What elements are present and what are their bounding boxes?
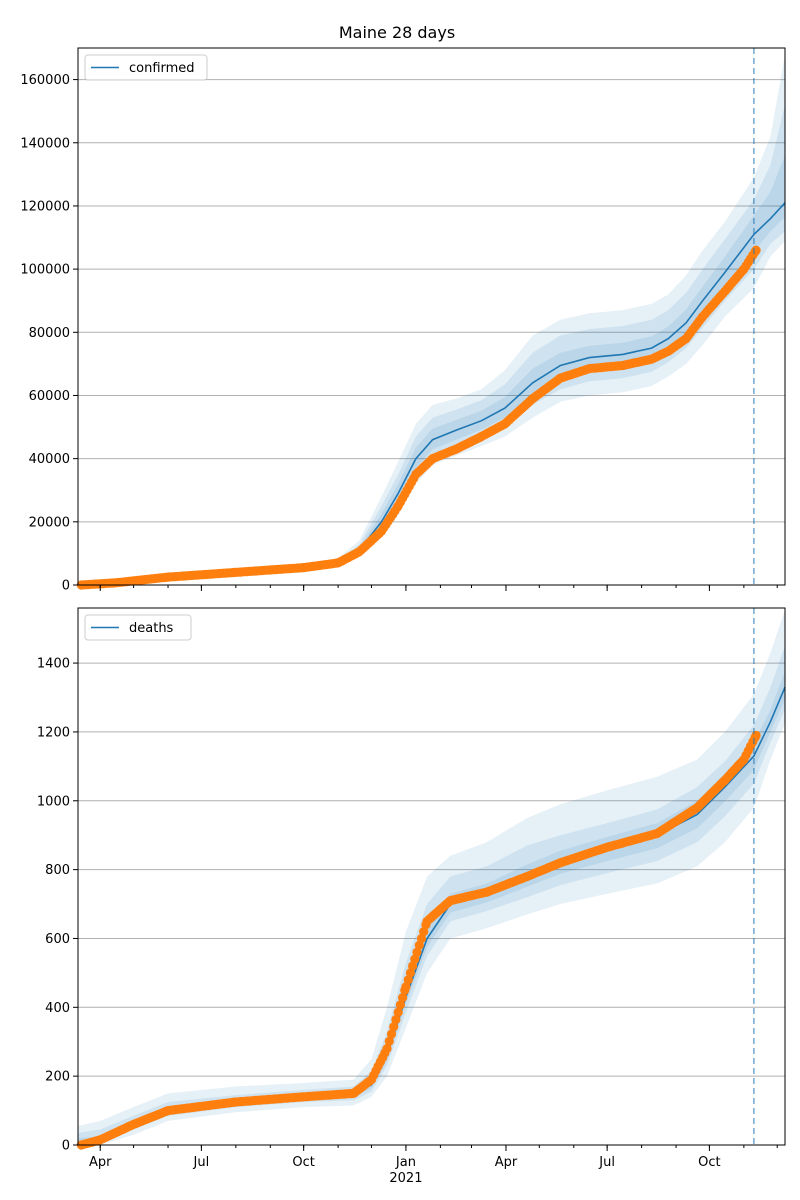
observed-point (384, 1036, 394, 1046)
observed-point (393, 1007, 403, 1017)
y-tick-label: 60000 (29, 389, 70, 404)
observed-point (751, 245, 761, 255)
panel-deaths: 0 200 400 600 800 1000 1200 1400 Apr Jul Oct Jan Apr… (37, 607, 786, 1186)
panel-confirmed: 0 20000 40000 60000 80000 100000 120000 140000 1… (20, 47, 786, 594)
y-tick-label: 800 (45, 863, 70, 878)
observed-point (391, 1014, 401, 1025)
figure-title: Maine 28 days (339, 23, 455, 42)
observed-point (382, 1044, 392, 1054)
x-tick-label: Apr (89, 1155, 112, 1170)
x-year-label: 2021 (389, 1171, 422, 1186)
x-tick-label: Oct (698, 1155, 720, 1170)
y-tick-label: 1000 (37, 794, 70, 809)
y-tick-label: 140000 (20, 136, 70, 151)
observed-point (408, 961, 418, 971)
observed-point (401, 982, 411, 992)
y-tick-label: 40000 (29, 452, 70, 467)
x-tick-label: Apr (495, 1155, 518, 1170)
uncertainty-band-1 (78, 54, 785, 586)
y-tick-label: 600 (45, 932, 70, 947)
y-tick-label: 0 (62, 579, 70, 594)
uncertainty-band-1 (78, 609, 785, 1145)
observed-point (403, 975, 413, 985)
y-tick-label: 1400 (37, 657, 70, 672)
observed-point (395, 1000, 405, 1010)
axes-frame (77, 47, 786, 586)
x-tick-label: Jul (193, 1155, 210, 1170)
x-tick-label: Jul (598, 1155, 615, 1170)
x-tick-label: Jan (395, 1155, 416, 1170)
legend-box (84, 54, 208, 81)
y-tick-label: 100000 (20, 263, 70, 278)
y-tick-label: 20000 (29, 515, 70, 530)
legend-label: deaths (129, 621, 174, 636)
y-tick-label: 120000 (20, 199, 70, 214)
axes-frame (77, 607, 786, 1146)
observed-point (412, 947, 422, 957)
observed-point (405, 968, 415, 978)
y-tick-label: 80000 (29, 326, 70, 341)
y-tick-label: 200 (45, 1070, 70, 1085)
x-tick-label: Oct (292, 1155, 314, 1170)
observed-point (419, 927, 429, 937)
legend-box (84, 614, 192, 641)
y-tick-label: 1200 (37, 725, 70, 740)
uncertainty-band-2 (78, 104, 785, 586)
observed-series (76, 245, 761, 590)
observed-point (398, 993, 408, 1003)
observed-point (416, 933, 427, 944)
observed-point (751, 730, 761, 741)
observed-series (76, 730, 761, 1150)
observed-point (389, 1022, 399, 1032)
y-tick-label: 0 (62, 1139, 70, 1154)
observed-point (386, 1029, 397, 1039)
legend-label: confirmed (129, 61, 195, 76)
y-tick-label: 160000 (20, 73, 70, 88)
observed-point (410, 954, 420, 964)
y-tick-label: 400 (45, 1001, 70, 1016)
